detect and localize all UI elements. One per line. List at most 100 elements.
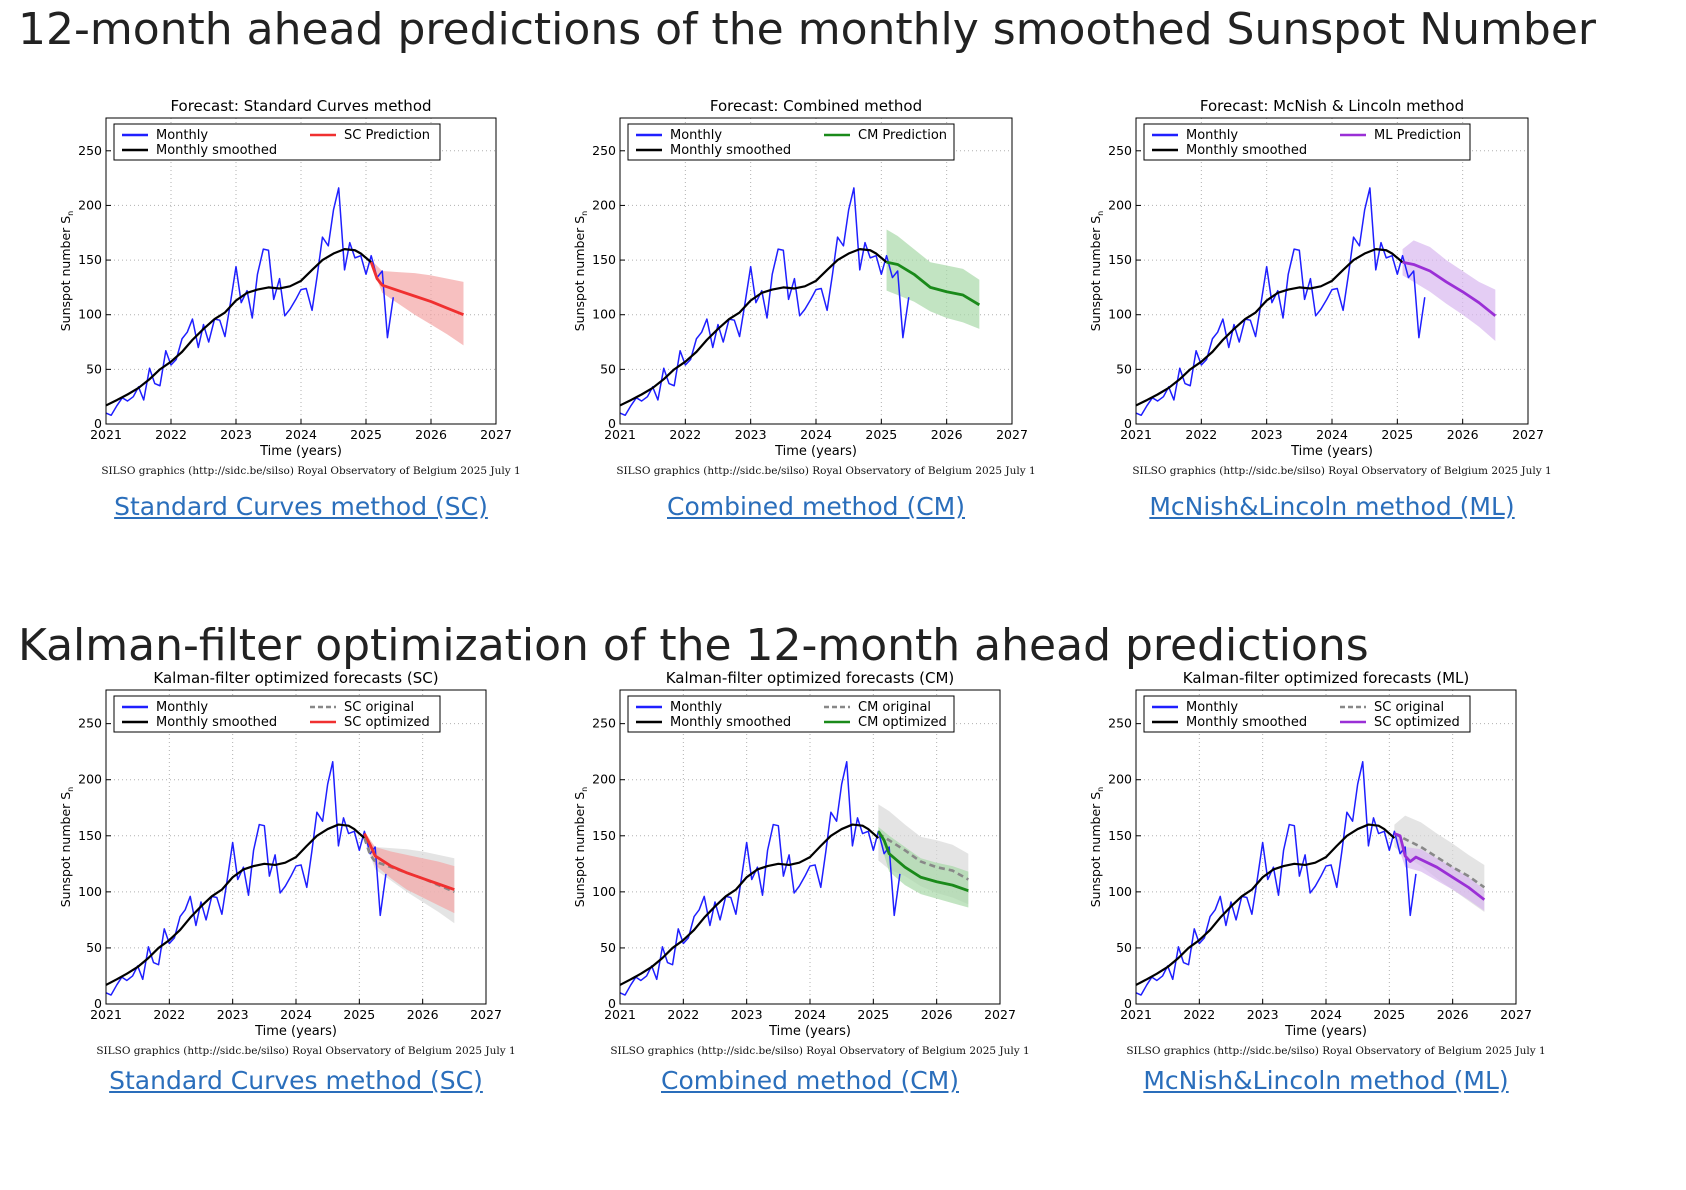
- x-tick-label: 2025: [343, 1007, 375, 1022]
- legend-smoothed-label: Monthly smoothed: [1186, 715, 1307, 730]
- x-tick-label: 2021: [604, 427, 636, 442]
- method-link[interactable]: Combined method (CM): [667, 492, 965, 521]
- x-tick-label: 2026: [415, 427, 447, 442]
- y-tick-label: 200: [78, 772, 102, 787]
- y-tick-label: 50: [600, 940, 616, 955]
- original-forecast-line: [1393, 832, 1486, 889]
- x-tick-label: 2027: [470, 1007, 502, 1022]
- graphics-credit: SILSO graphics (http://sidc.be/silso) Ro…: [616, 465, 1035, 477]
- y-tick-label: 0: [608, 416, 616, 431]
- x-tick-label: 2022: [1185, 427, 1217, 442]
- y-axis-label: Sunspot number Sn: [572, 211, 589, 332]
- sunspot-chart: Kalman-filter optimized forecasts (SC) 20…: [58, 669, 516, 1057]
- y-tick-label: 200: [78, 197, 102, 212]
- x-tick-label: 2027: [996, 427, 1028, 442]
- x-tick-label: 2024: [800, 427, 832, 442]
- prediction-uncertainty-band: [1394, 831, 1485, 911]
- y-tick-label: 200: [1108, 772, 1132, 787]
- page-title-kalman: Kalman-filter optimization of the 12-mon…: [18, 620, 1369, 671]
- y-tick-label: 250: [1108, 143, 1132, 158]
- y-tick-label: 0: [1124, 416, 1132, 431]
- x-axis-label: Time (years): [1284, 1024, 1367, 1039]
- legend-prediction-label: SC optimized: [1374, 715, 1460, 730]
- legend-prediction-label: SC optimized: [344, 715, 430, 730]
- monthly-series-line: [620, 187, 910, 417]
- x-tick-label: 2021: [1120, 1007, 1152, 1022]
- legend-prediction-label: CM Prediction: [858, 128, 947, 143]
- legend-smoothed-label: Monthly smoothed: [156, 143, 277, 158]
- legend-monthly-label: Monthly: [1186, 700, 1238, 715]
- y-tick-label: 100: [1108, 307, 1132, 322]
- x-tick-label: 2025: [350, 427, 382, 442]
- y-tick-label: 50: [1116, 940, 1132, 955]
- graphics-credit: SILSO graphics (http://sidc.be/silso) Ro…: [1126, 1045, 1545, 1057]
- prediction-series-line: [369, 261, 465, 317]
- x-axis-label: Time (years): [768, 1024, 851, 1039]
- legend-monthly-label: Monthly: [156, 700, 208, 715]
- x-tick-label: 2022: [155, 427, 187, 442]
- x-tick-label: 2023: [731, 1007, 763, 1022]
- legend-monthly-label: Monthly: [156, 128, 208, 143]
- method-link[interactable]: Combined method (CM): [661, 1066, 959, 1095]
- x-tick-label: 2023: [1251, 427, 1283, 442]
- x-axis-label: Time (years): [254, 1024, 337, 1039]
- y-tick-label: 150: [78, 252, 102, 267]
- x-tick-label: 2021: [1120, 427, 1152, 442]
- prediction-series-line: [886, 260, 981, 307]
- chart-panel: Kalman-filter optimized forecasts (ML) 20…: [1040, 662, 1560, 1106]
- prediction-series-line: [1402, 260, 1497, 317]
- legend-smoothed-label: Monthly smoothed: [670, 143, 791, 158]
- method-link[interactable]: McNish&Lincoln method (ML): [1149, 492, 1515, 521]
- sunspot-chart: Forecast: Standard Curves method 2021 2022…: [58, 97, 521, 477]
- prediction-uncertainty-band: [878, 826, 969, 908]
- smoothed-series-line: [620, 248, 888, 407]
- x-tick-label: 2023: [217, 1007, 249, 1022]
- y-axis-label: Sunspot number Sn: [58, 211, 75, 332]
- x-tick-label: 2027: [984, 1007, 1016, 1022]
- monthly-series-line: [106, 187, 395, 417]
- monthly-series-line: [1136, 187, 1426, 417]
- legend-monthly-label: Monthly: [1186, 128, 1238, 143]
- y-tick-label: 0: [94, 996, 102, 1011]
- x-tick-label: 2026: [1437, 1007, 1469, 1022]
- chart-title: Kalman-filter optimized forecasts (SC): [153, 669, 438, 687]
- x-tick-label: 2023: [735, 427, 767, 442]
- y-tick-label: 200: [1108, 197, 1132, 212]
- x-tick-label: 2024: [794, 1007, 826, 1022]
- x-tick-label: 2024: [285, 427, 317, 442]
- x-tick-label: 2026: [1447, 427, 1479, 442]
- smoothed-series-line: [1136, 823, 1396, 986]
- x-tick-label: 2025: [865, 427, 897, 442]
- prediction-series-line: [1393, 832, 1486, 901]
- y-tick-label: 100: [1108, 884, 1132, 899]
- legend-smoothed-label: Monthly smoothed: [1186, 143, 1307, 158]
- chart-title: Kalman-filter optimized forecasts (CM): [666, 669, 955, 687]
- x-axis-label: Time (years): [774, 444, 857, 459]
- y-tick-label: 150: [592, 252, 616, 267]
- graphics-credit: SILSO graphics (http://sidc.be/silso) Ro…: [101, 465, 520, 477]
- sunspot-chart: Forecast: Combined method 2021 2022 2023 202…: [572, 97, 1036, 477]
- y-tick-label: 250: [592, 143, 616, 158]
- chart-panel: Kalman-filter optimized forecasts (SC) 20…: [10, 662, 530, 1106]
- method-link[interactable]: Standard Curves method (SC): [109, 1066, 483, 1095]
- y-tick-label: 0: [1124, 996, 1132, 1011]
- method-link[interactable]: McNish&Lincoln method (ML): [1143, 1066, 1509, 1095]
- legend-original-label: SC original: [1374, 700, 1444, 715]
- x-tick-label: 2024: [280, 1007, 312, 1022]
- x-tick-label: 2026: [921, 1007, 953, 1022]
- legend-original-label: CM original: [858, 700, 931, 715]
- y-tick-label: 200: [592, 197, 616, 212]
- y-tick-label: 150: [1108, 252, 1132, 267]
- legend-monthly-label: Monthly: [670, 700, 722, 715]
- chart-panel: Forecast: Standard Curves method 2021 2022…: [10, 92, 530, 532]
- y-tick-label: 250: [1108, 716, 1132, 731]
- x-tick-label: 2027: [480, 427, 512, 442]
- method-link[interactable]: Standard Curves method (SC): [114, 492, 488, 521]
- sunspot-chart: Kalman-filter optimized forecasts (ML) 20…: [1088, 669, 1546, 1057]
- x-tick-label: 2021: [90, 427, 122, 442]
- x-tick-label: 2025: [1373, 1007, 1405, 1022]
- chart-title: Forecast: Standard Curves method: [170, 97, 431, 115]
